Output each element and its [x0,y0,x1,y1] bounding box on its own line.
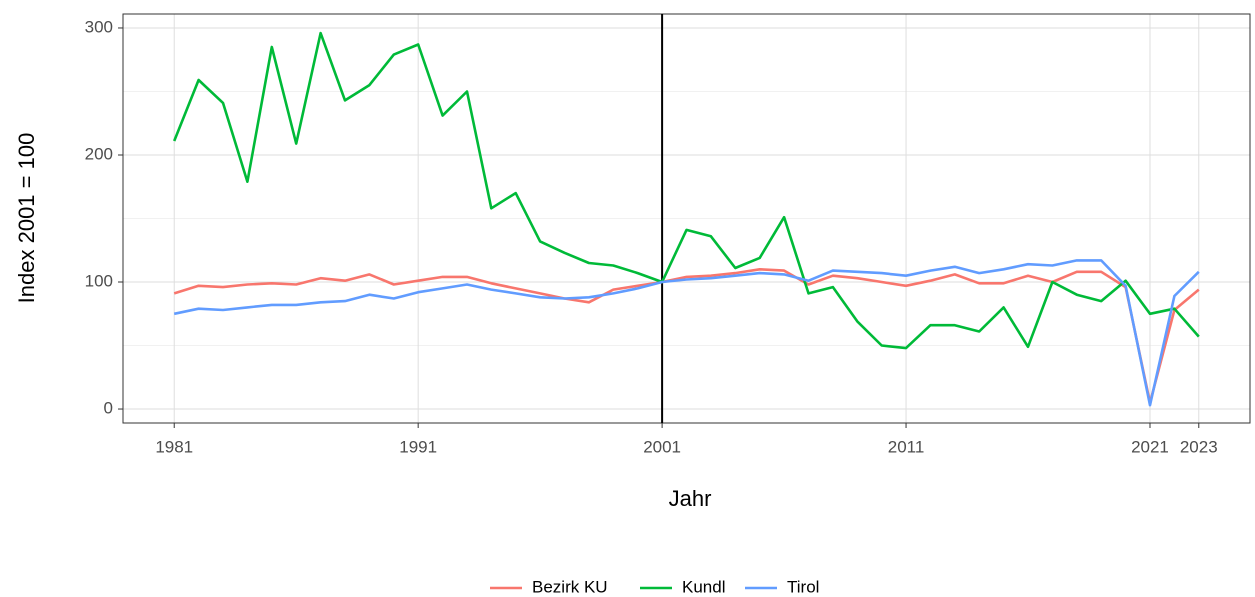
x-tick-label: 1981 [155,437,193,456]
legend-label: Kundl [682,577,725,596]
legend-label: Tirol [787,577,819,596]
legend-label: Bezirk KU [532,577,608,596]
y-tick-label: 200 [85,144,113,163]
x-axis-label: Jahr [669,486,712,511]
y-axis-label: Index 2001 = 100 [14,133,39,304]
y-tick-label: 0 [104,399,113,418]
panel-border [122,13,1251,424]
y-tick-label: 100 [85,271,113,290]
x-tick-label: 2023 [1180,437,1218,456]
line-series [173,268,1200,404]
x-tick-label: 2011 [888,437,925,456]
x-tick-label: 1991 [399,437,437,456]
y-tick-label: 300 [85,17,113,36]
line-series [173,259,1200,407]
x-tick-label: 2001 [643,437,681,456]
line-series [172,31,1200,350]
x-tick-label: 2021 [1131,437,1169,456]
